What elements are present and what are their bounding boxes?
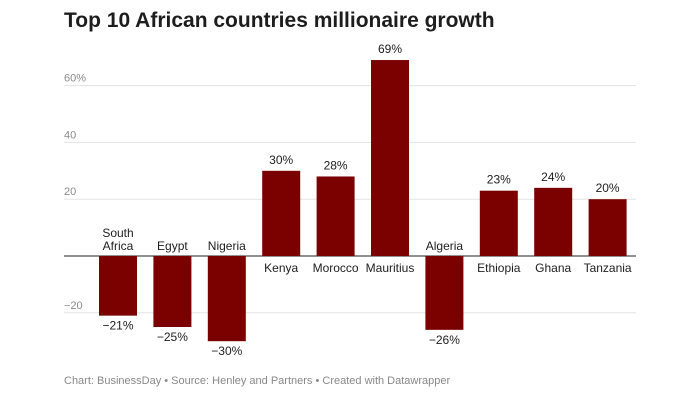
value-label: −25%	[157, 330, 188, 344]
category-label: Egypt	[157, 239, 188, 253]
category-label: Ethiopia	[477, 261, 521, 275]
value-label: 23%	[487, 173, 511, 187]
category-label: Ghana	[535, 261, 571, 275]
y-tick-label: 40	[64, 129, 76, 141]
category-label: Algeria	[426, 239, 464, 253]
bar-morocco	[316, 176, 355, 256]
y-tick-label: 60%	[64, 73, 86, 85]
bar-ethiopia	[479, 190, 518, 256]
value-label: 24%	[541, 170, 565, 184]
value-label: 69%	[378, 42, 402, 56]
bar-mauritius	[371, 60, 409, 256]
value-label: 20%	[596, 181, 620, 195]
category-label: Tanzania	[584, 261, 632, 275]
category-label: South	[102, 226, 133, 240]
bar-tanzania	[588, 199, 627, 256]
bar-south-africa	[99, 256, 137, 316]
bar-nigeria	[207, 256, 246, 342]
category-label: Africa	[103, 239, 134, 253]
chart-credits: Chart: BusinessDay • Source: Henley and …	[64, 375, 451, 387]
category-label: Morocco	[313, 261, 359, 275]
value-label: 28%	[324, 158, 348, 172]
value-label: −26%	[429, 333, 460, 347]
chart-title: Top 10 African countries millionaire gro…	[64, 9, 495, 32]
bar-ghana	[534, 187, 573, 256]
category-label: Mauritius	[366, 261, 415, 275]
bar-egypt	[153, 256, 192, 327]
y-tick-label: 20	[64, 186, 76, 198]
category-label: Kenya	[264, 261, 298, 275]
value-label: −21%	[102, 319, 133, 333]
category-label: Nigeria	[208, 239, 246, 253]
y-tick-label: −20	[64, 300, 83, 312]
bar-kenya	[262, 170, 301, 256]
value-label: 30%	[269, 153, 293, 167]
bar-algeria	[425, 256, 464, 330]
value-label: −30%	[211, 344, 242, 358]
bars	[99, 60, 627, 342]
